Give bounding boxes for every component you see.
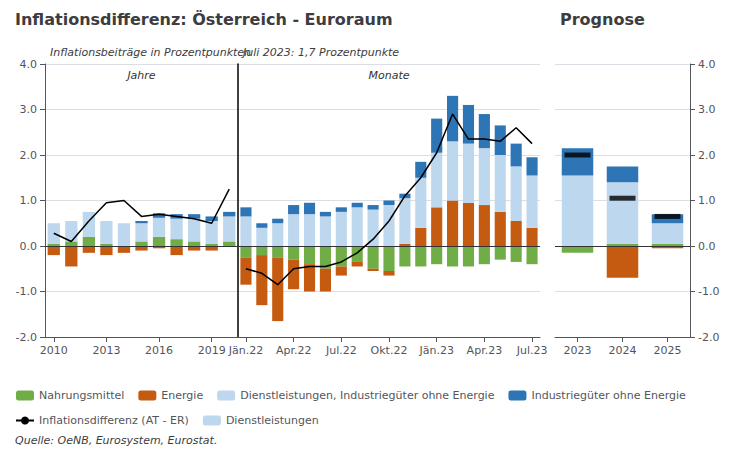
- svg-text:2013: 2013: [92, 344, 120, 357]
- svg-text:-2.0: -2.0: [698, 331, 719, 344]
- svg-text:2016: 2016: [145, 344, 173, 357]
- svg-text:-1.0: -1.0: [16, 285, 37, 298]
- svg-text:Jän.23: Jän.23: [418, 344, 453, 357]
- svg-text:Inflationsbeiträge in Prozentp: Inflationsbeiträge in Prozentpunkten: [50, 46, 251, 59]
- svg-text:2.0: 2.0: [20, 149, 38, 162]
- svg-text:1.0: 1.0: [698, 194, 716, 207]
- svg-text:Inflationsdifferenz: Österreic: Inflationsdifferenz: Österreich - Eurora…: [15, 10, 393, 29]
- svg-text:Energie: Energie: [161, 389, 203, 402]
- svg-text:Quelle: OeNB, Eurosystem, Euro: Quelle: OeNB, Eurosystem, Eurostat.: [15, 434, 217, 447]
- svg-text:Jahre: Jahre: [125, 69, 155, 82]
- svg-text:Inflationsdifferenz (AT - ER): Inflationsdifferenz (AT - ER): [39, 414, 189, 427]
- svg-text:Juli 2023: 1,7 Prozentpunkte: Juli 2023: 1,7 Prozentpunkte: [241, 46, 399, 59]
- svg-text:Dienstleistungen: Dienstleistungen: [226, 414, 319, 427]
- svg-text:Jul.23: Jul.23: [516, 344, 548, 357]
- svg-text:Monate: Monate: [368, 69, 409, 82]
- svg-text:2019: 2019: [198, 344, 226, 357]
- svg-text:4.0: 4.0: [20, 58, 38, 71]
- svg-text:Prognose: Prognose: [560, 10, 645, 29]
- svg-text:3.0: 3.0: [698, 103, 716, 116]
- svg-text:2024: 2024: [609, 344, 637, 357]
- svg-text:Apr.22: Apr.22: [276, 344, 312, 357]
- svg-text:2010: 2010: [40, 344, 68, 357]
- svg-text:1.0: 1.0: [20, 194, 38, 207]
- svg-text:Dienstleistungen, Industriegüt: Dienstleistungen, Industriegüter ohne En…: [240, 389, 495, 402]
- svg-text:-2.0: -2.0: [16, 331, 37, 344]
- svg-text:3.0: 3.0: [20, 103, 38, 116]
- svg-text:2023: 2023: [564, 344, 592, 357]
- svg-text:Okt.22: Okt.22: [371, 344, 408, 357]
- svg-text:0.0: 0.0: [20, 240, 38, 253]
- svg-text:Industriegüter ohne Energie: Industriegüter ohne Energie: [531, 389, 686, 402]
- svg-text:Nahrungsmittel: Nahrungsmittel: [39, 389, 124, 402]
- svg-text:Jän.22: Jän.22: [228, 344, 263, 357]
- svg-text:0.0: 0.0: [698, 240, 716, 253]
- svg-text:2025: 2025: [654, 344, 682, 357]
- svg-text:Apr.23: Apr.23: [467, 344, 503, 357]
- svg-text:2.0: 2.0: [698, 149, 716, 162]
- svg-text:Jul.22: Jul.22: [325, 344, 357, 357]
- svg-text:-1.0: -1.0: [698, 285, 719, 298]
- svg-text:4.0: 4.0: [698, 58, 716, 71]
